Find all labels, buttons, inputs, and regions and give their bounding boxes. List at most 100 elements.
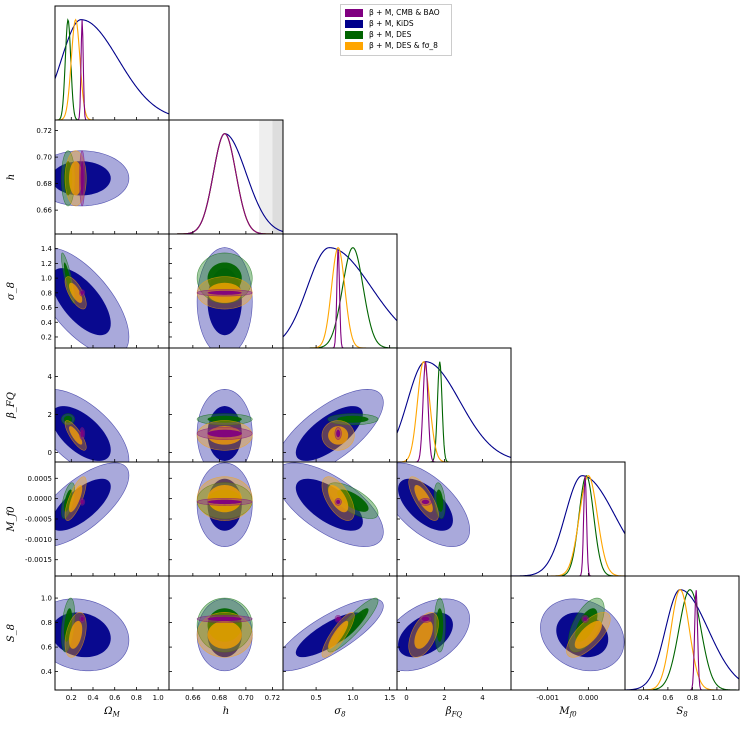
y-tick-label: 0.8 xyxy=(41,619,52,627)
marginal-S8 xyxy=(625,589,739,690)
legend-entry-des-fs8: β + M, DES & fσ_8 xyxy=(345,40,447,51)
contour-68-des xyxy=(337,608,369,642)
panel-Om-S8 xyxy=(55,597,130,672)
legend: β + M, CMB & BAO β + M, KiDS β + M, DES … xyxy=(340,4,452,56)
panel-Om-Mf xyxy=(55,462,130,547)
y-tick-label: 0.6 xyxy=(41,644,53,652)
marginal-curve-cmbbao xyxy=(55,19,169,120)
x-tick-label: 1.5 xyxy=(384,694,395,702)
marginal-curve-kids xyxy=(55,19,169,115)
x-tick-label: 1.0 xyxy=(347,694,358,702)
y-tick-label: 0.70 xyxy=(36,154,52,162)
panel-h-s8 xyxy=(196,247,253,348)
y-axis-label: M_f0 xyxy=(6,506,17,533)
marginal-curve-des xyxy=(511,475,625,576)
marginal-curve-des xyxy=(55,18,169,120)
contour-68-cmbbao xyxy=(336,616,341,622)
panel-Om-bfq xyxy=(55,389,130,462)
contour-68-cmbbao xyxy=(80,616,84,622)
panel-Om-h xyxy=(55,150,130,207)
x-tick-label: 0.6 xyxy=(109,694,121,702)
legend-label: β + M, KiDS xyxy=(369,19,414,28)
y-axis-label: h xyxy=(6,174,17,180)
x-tick-label: 2 xyxy=(442,694,446,702)
marginal-curve-desf xyxy=(397,361,511,462)
legend-entry-des: β + M, DES xyxy=(345,29,447,40)
contour-68-cmbbao xyxy=(336,499,341,505)
x-tick-label: 0.000 xyxy=(578,694,598,702)
legend-label: β + M, DES xyxy=(369,30,412,39)
h-prior-band-light xyxy=(259,120,273,234)
panel-frame xyxy=(510,461,626,577)
marginal-curve-cmbbao xyxy=(283,250,397,348)
contour-68-des xyxy=(436,489,444,512)
y-tick-label: 1.0 xyxy=(41,275,52,283)
panel-Mf-S8 xyxy=(540,597,625,672)
y-axis-label: σ_8 xyxy=(6,282,17,300)
x-axis-label: βFQ xyxy=(445,706,463,719)
x-tick-label: 0.72 xyxy=(265,694,281,702)
y-tick-label: -0.0015 xyxy=(25,556,52,564)
marginal-bfq xyxy=(397,361,511,462)
y-tick-label: 0.4 xyxy=(41,319,53,327)
y-tick-label: 0.2 xyxy=(41,333,52,341)
x-tick-label: 0.8 xyxy=(131,694,142,702)
panel-bfq-Mf xyxy=(397,462,471,547)
x-tick-label: 0.66 xyxy=(185,694,201,702)
x-tick-label: 0 xyxy=(404,694,408,702)
panel-frame xyxy=(624,575,740,691)
y-tick-label: 4 xyxy=(48,373,53,381)
legend-entry-kids: β + M, KiDS xyxy=(345,18,447,29)
contour-68-des xyxy=(337,489,369,512)
x-axis-label: Mf0 xyxy=(558,706,577,719)
contour-68-desf xyxy=(69,485,83,513)
marginal-curve-desf xyxy=(283,247,397,348)
legend-entry-cmb-bao: β + M, CMB & BAO xyxy=(345,7,447,18)
y-tick-label: 1.4 xyxy=(41,245,53,253)
contour-68-cmbbao xyxy=(80,429,84,438)
marginal-curve-des xyxy=(397,361,511,462)
contour-68-des xyxy=(436,608,444,642)
marginal-curve-desf xyxy=(511,475,625,576)
y-tick-label: 0.72 xyxy=(36,127,52,135)
panel-h-Mf xyxy=(196,462,253,547)
contour-68-desf xyxy=(69,426,83,445)
legend-swatch xyxy=(345,41,363,50)
contour-68-cmbbao xyxy=(207,429,242,438)
contour-68-kids xyxy=(295,478,363,531)
panel-frame xyxy=(54,5,170,121)
y-tick-label: 1.2 xyxy=(41,260,52,268)
contour-68-cmbbao xyxy=(80,161,84,196)
contour-68-desf xyxy=(414,620,433,649)
marginal-Om xyxy=(55,18,169,120)
x-axis-label: σ8 xyxy=(334,706,346,719)
panel-h-bfq xyxy=(196,388,253,462)
panel-s8-S8 xyxy=(283,597,384,672)
contour-68-cmbbao xyxy=(207,616,242,622)
y-axis-label: S_8 xyxy=(6,624,17,642)
x-tick-label: -0.001 xyxy=(536,694,559,702)
x-tick-label: 0.6 xyxy=(662,694,674,702)
x-axis-label: h xyxy=(223,706,229,717)
y-tick-label: -0.0005 xyxy=(25,516,52,524)
contour-68-kids xyxy=(55,478,111,531)
contour-68-des xyxy=(337,415,369,423)
x-tick-label: 0.68 xyxy=(212,694,228,702)
contour-68-cmbbao xyxy=(336,429,341,438)
marginal-curve-cmbbao xyxy=(397,361,511,462)
contour-68-cmbbao xyxy=(80,290,84,295)
y-tick-label: 0.66 xyxy=(36,207,52,215)
legend-label: β + M, DES & fσ_8 xyxy=(369,41,438,50)
y-tick-label: 0.4 xyxy=(41,668,53,676)
marginal-curve-cmbbao xyxy=(625,590,739,690)
marginal-s8 xyxy=(283,247,397,348)
contour-68-cmbbao xyxy=(80,499,84,505)
x-tick-label: 1.0 xyxy=(711,694,722,702)
h-prior-band-dark xyxy=(272,120,283,234)
x-tick-label: 0.8 xyxy=(687,694,698,702)
x-axis-label: S8 xyxy=(676,706,688,719)
y-tick-label: 0.68 xyxy=(36,180,52,188)
marginal-curve-kids xyxy=(397,361,511,459)
y-tick-label: 0.0005 xyxy=(28,475,53,483)
